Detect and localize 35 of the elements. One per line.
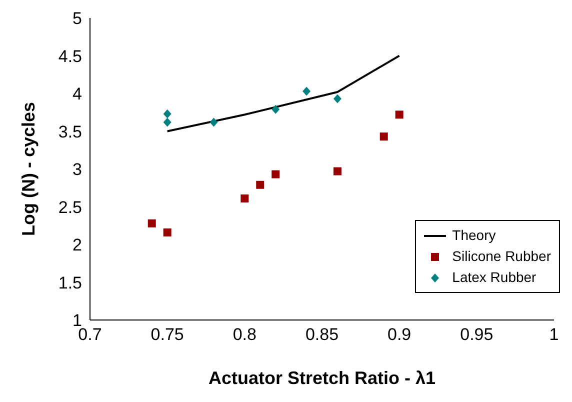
point [163, 109, 172, 118]
point [240, 194, 249, 202]
y-tick-label: 2.5 [58, 198, 82, 217]
y-tick-label: 1.5 [58, 273, 82, 292]
x-axis-title: Actuator Stretch Ratio - λ1 [208, 368, 436, 388]
x-tick-label: 0.8 [232, 325, 256, 344]
point [380, 132, 388, 141]
x-tick-label: 0.85 [305, 325, 339, 344]
x-tick-label: 0.75 [150, 325, 184, 344]
point [163, 228, 172, 236]
point [272, 104, 280, 114]
point [395, 110, 404, 119]
point [163, 118, 172, 127]
y-tick-label: 3.5 [58, 122, 82, 142]
line-series [166, 54, 400, 132]
point [256, 180, 264, 189]
y-tick-label: 4 [72, 84, 82, 104]
point [333, 167, 342, 176]
x-tick-label: 0.7 [78, 325, 102, 344]
legend-label: Theory [452, 226, 496, 245]
y-tick-label: 4.5 [58, 46, 82, 66]
point [302, 86, 311, 96]
point [272, 170, 280, 178]
y-tick-label: 5 [72, 9, 82, 28]
x-tick-label: 1 [549, 325, 559, 344]
point [333, 94, 342, 104]
y-tick-label: 2 [72, 236, 82, 255]
x-tick-label: 0.9 [388, 325, 412, 344]
x-tick-label: 0.95 [460, 325, 494, 344]
y-axis-title: Log (N) - cycles [18, 102, 38, 236]
point [210, 118, 218, 127]
legend-label: Silicone Rubber [452, 247, 551, 266]
legend-label: Latex Rubber [452, 268, 536, 287]
point [148, 219, 156, 228]
y-tick-label: 3 [72, 160, 82, 180]
